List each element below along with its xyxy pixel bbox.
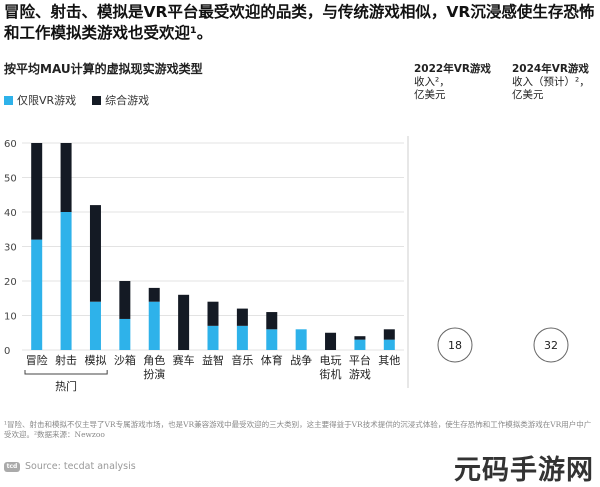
x-tick-label: 其他 [378,354,400,367]
x-tick-label: 沙箱 [114,353,136,367]
x-tick-label: 战争 [290,353,312,367]
bracket-label: 热门 [55,379,77,393]
header-2024-line3: 亿美元 [512,89,544,101]
bar-combined-6 [207,301,219,326]
y-tick-label: 50 [4,174,17,185]
x-tick-label: 电玩 [320,354,342,367]
x-tick-label: 模拟 [84,353,106,367]
value-2022: 18 [448,339,462,352]
header-2024-line1: 2024年VR游戏 [512,63,589,75]
legend-item-combined: 综合游戏 [92,92,149,108]
legend: 仅限VR游戏 综合游戏 [4,92,149,108]
x-tick-label: 游戏 [349,368,371,381]
legend-label-combined: 综合游戏 [105,94,150,107]
value-circle-2024 [533,327,569,363]
headline: 冒险、射击、模拟是VR平台最受欢迎的品类，与传统游戏相似，VR沉浸感使生存恐怖和… [4,3,595,42]
bar-combined-11 [354,336,366,340]
legend-item-vr-only: 仅限VR游戏 [4,92,76,108]
header-2022-revenue: 2022年VR游戏 收入²， 亿美元 [414,63,491,102]
source-text: Source: tecdat analysis [25,461,136,472]
legend-label-vr-only: 仅限VR游戏 [17,94,77,107]
bar-vr-only-11 [354,339,366,350]
bar-combined-7 [236,308,248,326]
bar-vr-only-9 [295,329,307,350]
source-logo: tcd [4,461,20,472]
bar-vr-only-2 [89,301,101,350]
grid-layer [22,142,404,351]
legend-swatch-combined [92,95,102,105]
bar-vr-only-0 [31,239,43,350]
value-2024: 32 [544,339,558,352]
y-tick-label: 30 [4,243,17,254]
x-tick-label: 音乐 [231,353,253,367]
bar-vr-only-12 [383,339,395,350]
x-tick-label: 体育 [261,353,283,367]
bar-combined-5 [178,294,190,350]
bar-combined-1 [60,143,72,212]
bracket-line [24,370,108,375]
source: tcd Source: tecdat analysis [4,461,136,472]
bar-vr-only-3 [119,318,131,350]
value-circle-2022 [437,327,473,363]
bar-combined-8 [266,312,278,330]
bar-combined-3 [119,281,131,319]
x-tick-label: 赛车 [173,353,195,367]
bar-combined-2 [89,205,101,302]
x-tick-label: 角色 [143,353,165,367]
bar-vr-only-8 [266,329,278,350]
x-tick-label: 冒险 [26,353,48,367]
header-2022-line1: 2022年VR游戏 [414,63,491,75]
bar-vr-only-4 [148,301,160,350]
header-2022-line2: 收入²， [414,76,450,88]
x-tick-label: 街机 [320,367,342,381]
bar-vr-only-1 [60,212,72,350]
x-tick-label: 扮演 [143,367,165,381]
header-2024-line2: 收入（预计）²， [512,76,590,88]
y-tick-label: 40 [4,208,17,219]
bar-vr-only-7 [236,325,248,350]
x-tick-label: 射击 [55,353,77,367]
bar-combined-10 [325,332,337,350]
y-tick-label: 60 [4,139,17,150]
bar-combined-12 [383,329,395,340]
x-tick-label: 平台 [349,353,371,367]
header-2022-line3: 亿美元 [414,89,446,101]
chart-subtitle: 按平均MAU计算的虚拟现实游戏类型 [4,62,203,76]
bar-combined-0 [31,143,43,240]
footnote: ¹冒险、射击和模拟不仅主导了VR专属游戏市场，也是VR兼容游戏中最受欢迎的三大类… [4,420,592,439]
watermark: 元码手游网 [454,455,594,486]
legend-swatch-vr-only [4,95,13,105]
header-2024-revenue: 2024年VR游戏 收入（预计）²， 亿美元 [512,63,590,102]
y-tick-label: 20 [4,277,17,288]
y-tick-label: 10 [4,312,17,323]
y-tick-label: 0 [4,346,10,357]
bar-combined-4 [148,287,160,302]
x-tick-label: 益智 [202,353,224,367]
bar-vr-only-6 [207,325,219,350]
bar-layer [31,143,395,350]
